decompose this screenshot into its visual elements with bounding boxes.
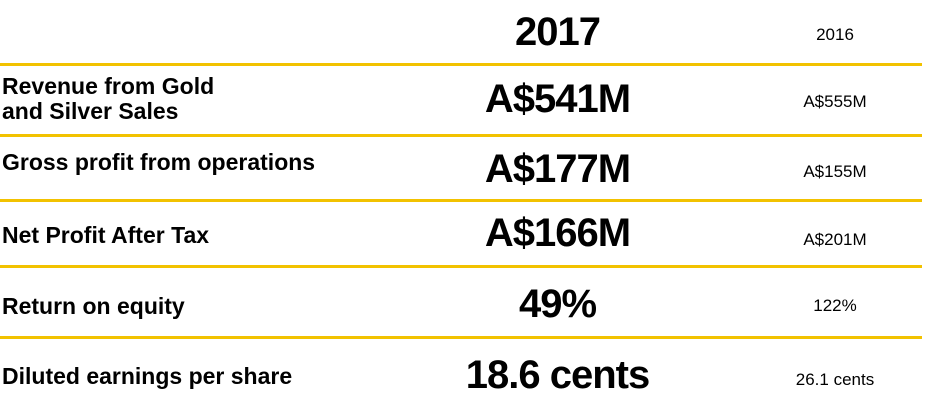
- row-value-previous-net-profit: A$201M: [803, 230, 867, 249]
- header-year-current: 2017: [515, 10, 601, 54]
- row-label-revenue-line2: and Silver Sales: [2, 98, 179, 124]
- row-value-previous-gross-profit: A$155M: [803, 162, 867, 181]
- row-label-revenue-line1: Revenue from Gold: [2, 73, 215, 99]
- row-label-net-profit: Net Profit After Tax: [2, 222, 210, 248]
- row-label-return-on-equity: Return on equity: [2, 293, 185, 319]
- row-value-current-revenue: A$541M: [484, 77, 631, 121]
- divider: [0, 134, 922, 137]
- row-value-previous-revenue: A$555M: [803, 92, 867, 111]
- row-value-current-return-on-equity: 49%: [518, 282, 597, 326]
- header-year-previous: 2016: [816, 25, 854, 44]
- row-label-revenue: Revenue from Gold and Silver Sales: [2, 74, 214, 124]
- divider: [0, 336, 922, 339]
- divider: [0, 199, 922, 202]
- divider: [0, 63, 922, 66]
- row-value-current-diluted-eps: 18.6 cents: [465, 353, 650, 397]
- row-value-previous-diluted-eps: 26.1 cents: [795, 370, 875, 389]
- divider: [0, 265, 922, 268]
- row-value-current-net-profit: A$166M: [484, 211, 631, 255]
- row-value-current-gross-profit: A$177M: [484, 147, 631, 191]
- row-value-previous-return-on-equity: 122%: [813, 296, 857, 315]
- row-label-diluted-eps: Diluted earnings per share: [2, 363, 293, 389]
- row-label-gross-profit: Gross profit from operations: [2, 149, 316, 175]
